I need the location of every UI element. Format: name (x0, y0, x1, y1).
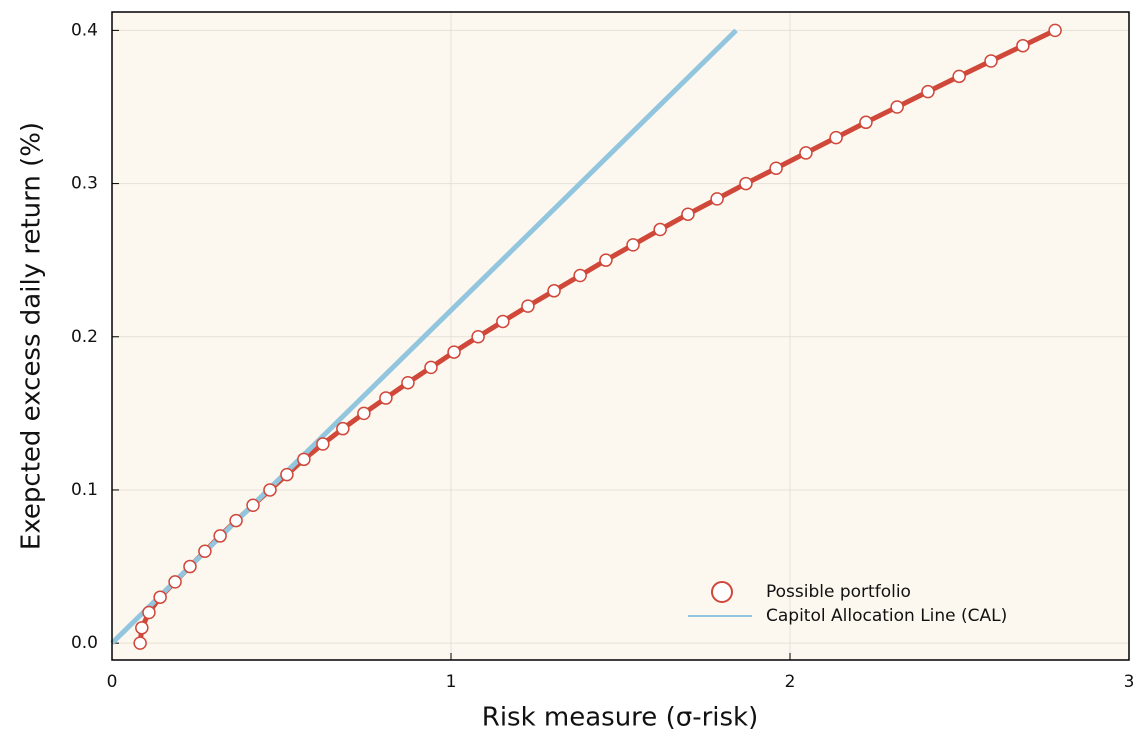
data-point (424, 360, 438, 375)
data-point (280, 467, 294, 482)
data-point (198, 544, 212, 558)
data-point (357, 406, 371, 421)
x-tick-label: 3 (1124, 672, 1135, 692)
data-point (769, 161, 783, 176)
plot-background (112, 12, 1129, 660)
y-axis-title: Exepcted excess daily return (%) (17, 122, 47, 550)
data-point (1016, 38, 1030, 53)
data-point (710, 192, 724, 206)
legend-label: Capitol Allocation Line (CAL) (766, 606, 1007, 626)
data-point (183, 559, 197, 574)
data-point (471, 330, 485, 344)
data-point (229, 513, 243, 528)
data-point (829, 130, 843, 145)
data-point (984, 54, 998, 68)
data-point (401, 375, 415, 390)
data-point (1048, 23, 1062, 38)
data-point (890, 100, 904, 114)
data-point (213, 529, 227, 543)
data-point (521, 299, 535, 313)
data-point (573, 268, 587, 283)
data-point (547, 284, 561, 298)
data-point (681, 207, 695, 221)
x-tick-label: 1 (446, 672, 457, 692)
x-tick-label: 0 (107, 672, 118, 692)
data-point (653, 222, 667, 237)
data-point (599, 253, 613, 267)
y-tick-label: 0.1 (71, 480, 98, 500)
y-tick-label: 0.0 (71, 633, 98, 653)
data-point (168, 575, 182, 589)
plot-frame (111, 11, 1130, 661)
data-point (496, 314, 510, 329)
data-point (447, 345, 461, 359)
data-point (921, 84, 935, 99)
legend-marker (711, 581, 733, 603)
data-point (952, 69, 966, 84)
data-point (246, 498, 260, 513)
data-point (133, 636, 147, 650)
y-tick-label: 0.2 (71, 327, 98, 347)
data-point (135, 621, 149, 635)
data-point (336, 421, 350, 436)
data-point (626, 238, 640, 252)
data-point (379, 391, 393, 405)
data-point (739, 176, 753, 191)
data-point (859, 115, 873, 130)
data-point (153, 590, 167, 604)
data-point (297, 452, 311, 467)
legend-label: Possible portfolio (766, 582, 911, 602)
data-point (316, 437, 330, 451)
data-point (142, 605, 156, 620)
data-point (263, 483, 277, 497)
y-tick-label: 0.3 (71, 174, 98, 194)
x-tick-label: 2 (785, 672, 796, 692)
data-point (799, 146, 813, 160)
y-tick-label: 0.4 (71, 20, 98, 40)
x-axis-title: Risk measure (σ-risk) (482, 703, 758, 733)
